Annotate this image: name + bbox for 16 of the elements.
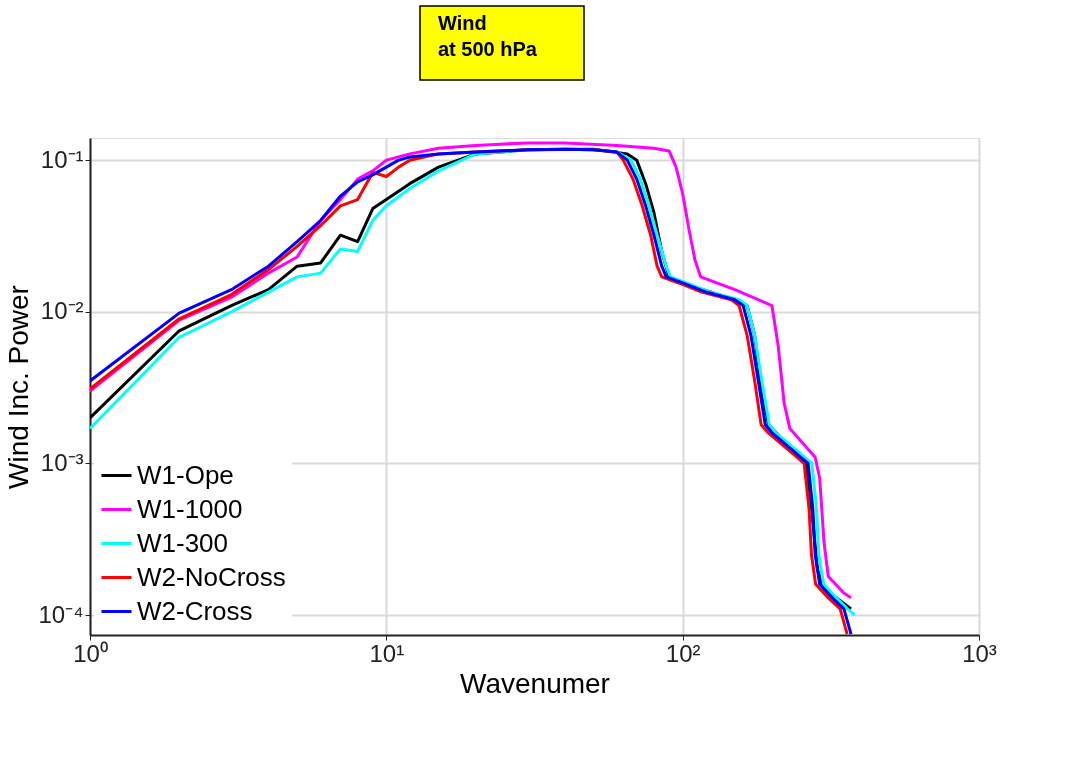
y-axis-title: Wind Inc. Power (3, 285, 35, 489)
legend-label: W2-Cross (137, 595, 253, 626)
y-tick-label: 10⁻⁴ (38, 600, 84, 628)
x-tick-label: 10³ (962, 639, 997, 667)
y-tick-label: 10⁻¹ (40, 145, 84, 173)
x-tick-label: 10⁰ (73, 639, 108, 667)
legend-label: W1-Ope (137, 459, 234, 490)
chart-title: Wind at 500 hPa (438, 12, 538, 60)
y-tick-label: 10⁻³ (40, 449, 84, 476)
x-tick-label: 10¹ (369, 639, 405, 667)
legend-label: W1-1000 (137, 493, 243, 524)
x-axis-title: Wavenumer (460, 667, 610, 699)
legend-label: W2-NoCross (137, 561, 286, 592)
x-tick-label: 10² (665, 639, 701, 667)
y-tick-label: 10⁻² (40, 297, 84, 325)
legend-label: W1-300 (137, 527, 229, 558)
